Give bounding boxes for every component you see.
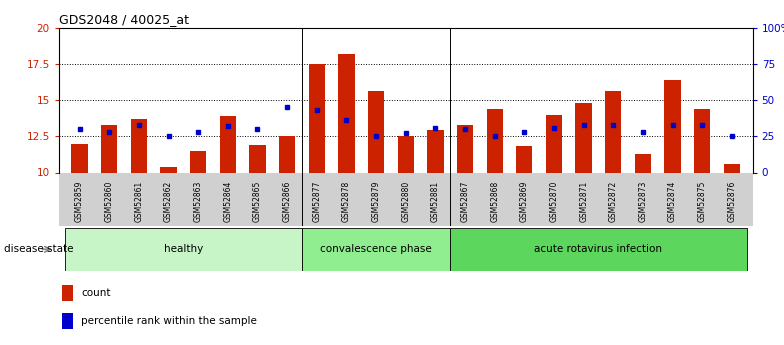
Text: healthy: healthy	[164, 244, 203, 254]
Bar	[161, 167, 176, 172]
Text: GSM52868: GSM52868	[490, 180, 499, 222]
Text: disease state: disease state	[4, 244, 74, 254]
Bar	[694, 109, 710, 172]
Bar	[457, 125, 474, 172]
Bar	[605, 91, 622, 172]
Bar	[664, 80, 681, 172]
Text: GSM52876: GSM52876	[728, 180, 736, 222]
Text: GSM52879: GSM52879	[372, 180, 380, 222]
Text: GSM52869: GSM52869	[520, 180, 529, 222]
Text: GSM52872: GSM52872	[609, 180, 618, 222]
Bar	[450, 228, 746, 271]
Text: GSM52877: GSM52877	[312, 180, 321, 222]
Bar	[309, 64, 325, 172]
Text: GSM52860: GSM52860	[105, 180, 114, 222]
Bar	[131, 119, 147, 172]
Text: GSM52874: GSM52874	[668, 180, 677, 222]
Text: percentile rank within the sample: percentile rank within the sample	[82, 316, 257, 326]
Text: GSM52881: GSM52881	[431, 180, 440, 221]
Text: GDS2048 / 40025_at: GDS2048 / 40025_at	[59, 13, 189, 27]
Text: convalescence phase: convalescence phase	[320, 244, 432, 254]
Bar	[516, 146, 532, 172]
Bar	[190, 151, 206, 172]
Text: GSM52862: GSM52862	[164, 180, 173, 222]
Text: GSM52863: GSM52863	[194, 180, 202, 222]
Bar	[397, 136, 414, 172]
Text: GSM52864: GSM52864	[223, 180, 232, 222]
Text: count: count	[82, 288, 111, 298]
Bar	[724, 164, 740, 172]
Text: GSM52867: GSM52867	[460, 180, 470, 222]
Bar	[101, 125, 118, 172]
Bar	[546, 115, 562, 172]
Text: GSM52878: GSM52878	[342, 180, 351, 222]
Bar	[62, 285, 73, 301]
Bar	[427, 130, 444, 172]
Bar	[302, 228, 450, 271]
Bar	[279, 136, 296, 172]
Bar	[71, 144, 88, 172]
Text: GSM52870: GSM52870	[550, 180, 558, 222]
Bar	[249, 145, 266, 172]
Bar	[368, 91, 384, 172]
Text: GSM52873: GSM52873	[638, 180, 648, 222]
Bar	[220, 116, 236, 172]
Text: GSM52859: GSM52859	[75, 180, 84, 222]
Bar	[635, 154, 651, 172]
Text: GSM52875: GSM52875	[698, 180, 706, 222]
Bar	[65, 228, 302, 271]
Bar	[487, 109, 503, 172]
Bar	[575, 103, 592, 172]
Text: GSM52880: GSM52880	[401, 180, 410, 222]
Text: GSM52861: GSM52861	[134, 180, 143, 222]
Text: GSM52871: GSM52871	[579, 180, 588, 222]
Text: GSM52866: GSM52866	[282, 180, 292, 222]
Bar	[338, 54, 354, 172]
Text: acute rotavirus infection: acute rotavirus infection	[535, 244, 662, 254]
Bar	[62, 313, 73, 329]
Text: GSM52865: GSM52865	[253, 180, 262, 222]
